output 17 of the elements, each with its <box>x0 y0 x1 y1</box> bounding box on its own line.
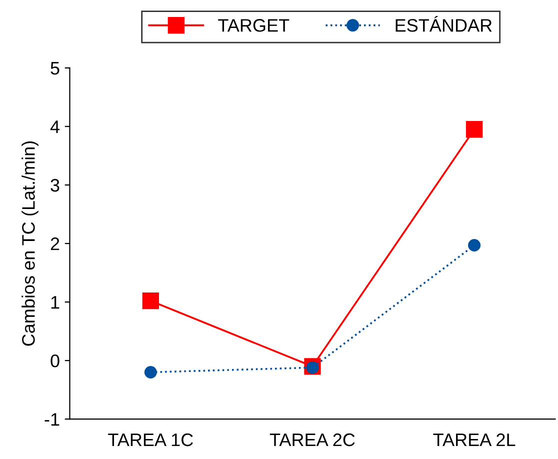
x-tick-label: TAREA 2L <box>433 433 516 446</box>
x-tick-label: TAREA 1C <box>108 433 193 446</box>
point <box>142 292 159 310</box>
legend-label: ESTÁNDAR <box>396 16 492 32</box>
y-axis-title: Cambios en TC (Lat./min) <box>22 141 38 346</box>
point <box>144 366 157 378</box>
y-tick-label: 2 <box>50 237 60 250</box>
y-tick-label: 3 <box>50 178 60 192</box>
legend-label: TARGET <box>218 19 290 32</box>
y-tick-label: 1 <box>51 296 60 309</box>
y-tick-label: 0 <box>50 354 60 368</box>
y-tick-label: -1 <box>44 413 60 426</box>
x-tick-label: TAREA 2C <box>270 433 355 446</box>
point <box>466 121 483 138</box>
point <box>468 239 481 252</box>
y-tick-label: 4 <box>50 120 60 133</box>
y-tick-label: 5 <box>50 62 60 75</box>
